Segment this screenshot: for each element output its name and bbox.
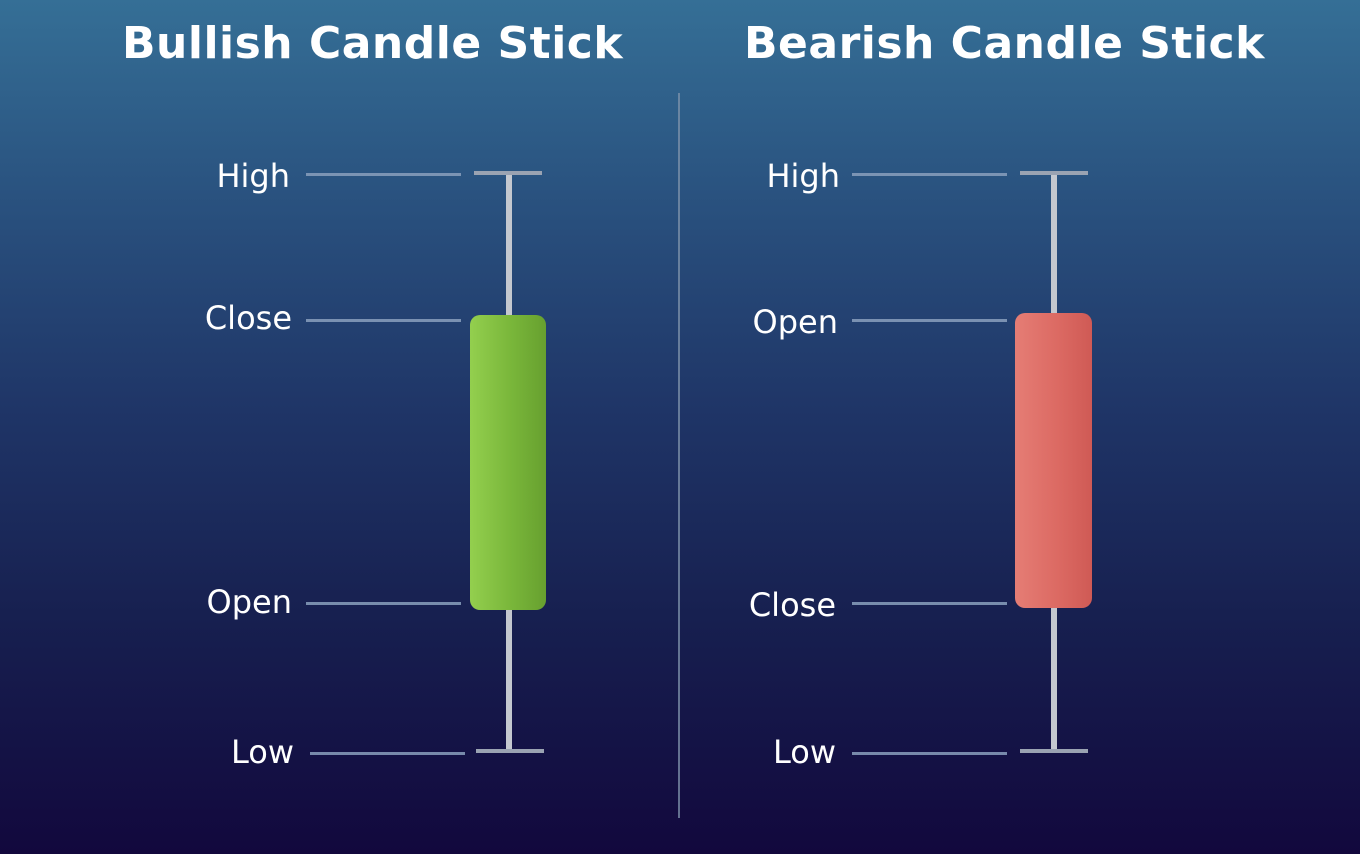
bearish-candle-body xyxy=(1015,313,1092,608)
panel-divider xyxy=(678,93,680,818)
bullish-high-label: High xyxy=(216,157,290,195)
bearish-low-label: Low xyxy=(772,733,836,771)
bullish-close-label: Close xyxy=(204,299,292,337)
bullish-high-tick xyxy=(474,171,542,175)
bearish-title: Bearish Candle Stick xyxy=(744,18,1265,69)
bearish-panel: Bearish Candle Stick High Open Close Low xyxy=(680,0,1360,854)
bearish-close-label: Close xyxy=(748,586,836,624)
bullish-high-guide xyxy=(306,173,461,176)
bearish-high-guide xyxy=(852,173,1007,176)
bullish-low-label: Low xyxy=(230,733,294,771)
bullish-open-label: Open xyxy=(206,583,292,621)
bearish-open-guide xyxy=(852,319,1007,322)
bearish-low-tick xyxy=(1020,749,1088,753)
bearish-low-guide xyxy=(852,752,1007,755)
bullish-close-guide xyxy=(306,319,461,322)
bullish-title: Bullish Candle Stick xyxy=(122,18,624,69)
bearish-high-label: High xyxy=(766,157,840,195)
bearish-open-label: Open xyxy=(752,303,838,341)
bullish-low-guide xyxy=(310,752,465,755)
bearish-close-guide xyxy=(852,602,1007,605)
bearish-high-tick xyxy=(1020,171,1088,175)
bullish-low-tick xyxy=(476,749,544,753)
bullish-candle-body xyxy=(470,315,546,610)
bullish-panel: Bullish Candle Stick High Close Open Low xyxy=(122,18,624,771)
bullish-open-guide xyxy=(306,602,461,605)
